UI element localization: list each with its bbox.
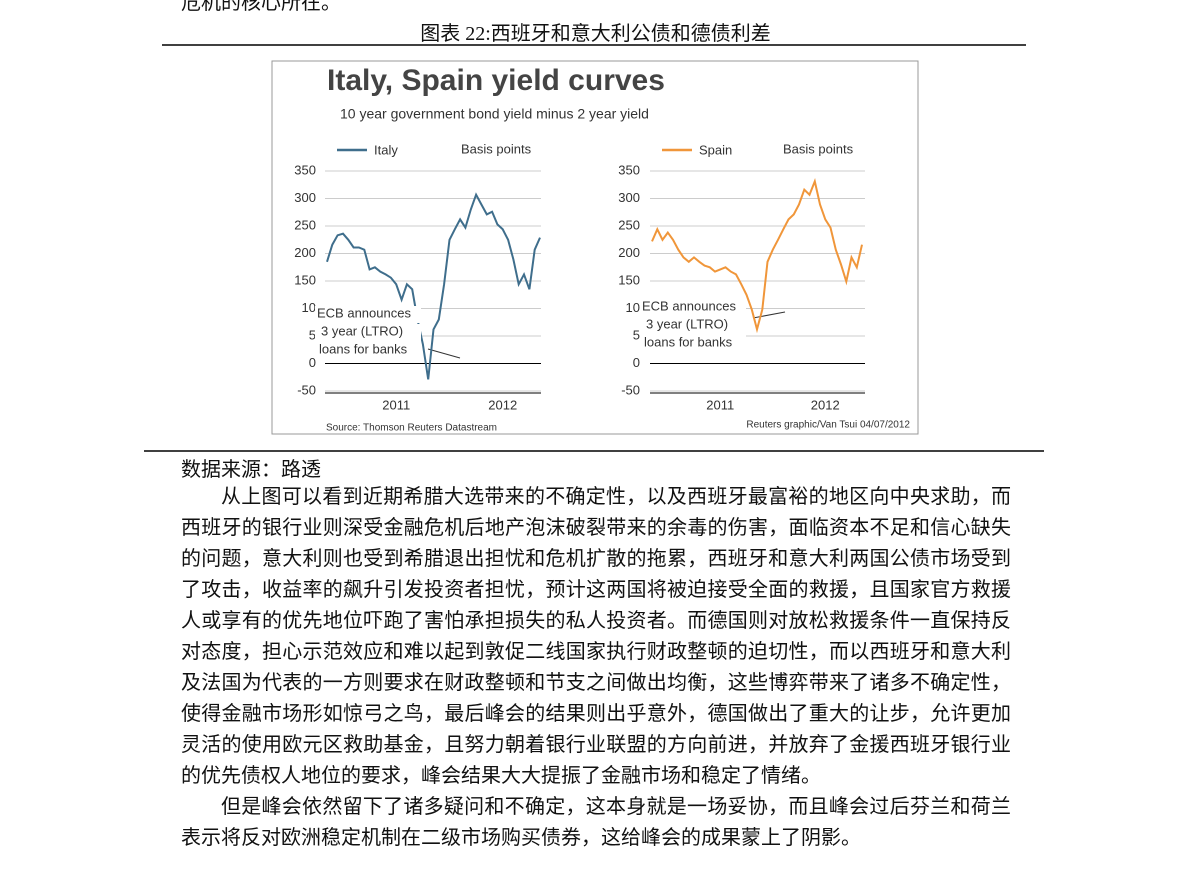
annotation: loans for banks	[644, 334, 733, 349]
figure-source: Source: Thomson Reuters Datastream	[326, 423, 497, 434]
unit-label: Basis points	[461, 141, 532, 156]
figure-subtitle: 10 year government bond yield minus 2 ye…	[340, 106, 649, 122]
unit-label: Basis points	[783, 141, 854, 156]
y-tick-label: 10	[302, 300, 316, 315]
y-tick-label: 200	[294, 245, 316, 260]
y-tick-label: 300	[294, 190, 316, 205]
x-tick-label: 2011	[706, 397, 734, 412]
x-tick-label: 2012	[488, 397, 517, 412]
body-text: 从上图可以看到近期希腊大选带来的不确定性，以及西班牙最富裕的地区向中央求助，而西…	[181, 482, 1011, 854]
figure-frame	[271, 60, 919, 435]
header-fragment: 危机的核心所在。	[181, 0, 341, 14]
annotation-bg	[315, 342, 421, 359]
y-tick-label: 5	[309, 327, 316, 342]
annotation-bg	[640, 317, 746, 334]
annotation-bg	[640, 335, 746, 352]
y-tick-label: 200	[618, 245, 640, 260]
figure-credit: Reuters graphic/Van Tsui 04/07/2012	[746, 420, 910, 431]
y-tick-label: 150	[618, 272, 640, 287]
annotation: ECB announces	[317, 305, 411, 320]
annotation: 3 year (LTRO)	[321, 323, 403, 338]
y-tick-label: 0	[633, 355, 640, 370]
source-note: 数据来源：路透	[181, 459, 321, 481]
x-tick-label: 2012	[811, 397, 840, 412]
annotation-bg	[640, 299, 746, 316]
y-tick-label: -50	[297, 382, 316, 397]
series-line	[326, 192, 541, 380]
paragraph: 但是峰会依然留下了诸多疑问和不确定，这本身就是一场妥协，而且峰会过后芬兰和荷兰表…	[181, 796, 1011, 849]
annotation: 3 year (LTRO)	[646, 316, 728, 331]
annotation-bg	[315, 324, 421, 341]
y-tick-label: 350	[294, 162, 316, 177]
y-tick-label: 10	[626, 300, 640, 315]
annotation-pointer	[427, 348, 461, 359]
x-tick-label: 2011	[382, 397, 410, 412]
series-line	[651, 178, 863, 334]
paragraph: 从上图可以看到近期希腊大选带来的不确定性，以及西班牙最富裕的地区向中央求助，而西…	[181, 486, 1011, 787]
annotation-pointer	[752, 311, 786, 319]
y-tick-label: 5	[633, 327, 640, 342]
annotation: loans for banks	[319, 341, 408, 356]
figure-caption: 图表 22:西班牙和意大利公债和德债利差	[420, 23, 771, 45]
legend-label: Spain	[699, 142, 732, 157]
y-tick-label: -50	[621, 382, 640, 397]
y-tick-label: 300	[618, 190, 640, 205]
y-tick-label: 350	[618, 162, 640, 177]
annotation: ECB announces	[642, 298, 736, 313]
y-tick-label: 250	[618, 217, 640, 232]
y-tick-label: 0	[309, 355, 316, 370]
y-tick-label: 150	[294, 272, 316, 287]
legend-label: Italy	[374, 142, 398, 157]
y-tick-label: 250	[294, 217, 316, 232]
figure-title: Italy, Spain yield curves	[327, 64, 665, 97]
annotation-bg	[315, 306, 421, 323]
